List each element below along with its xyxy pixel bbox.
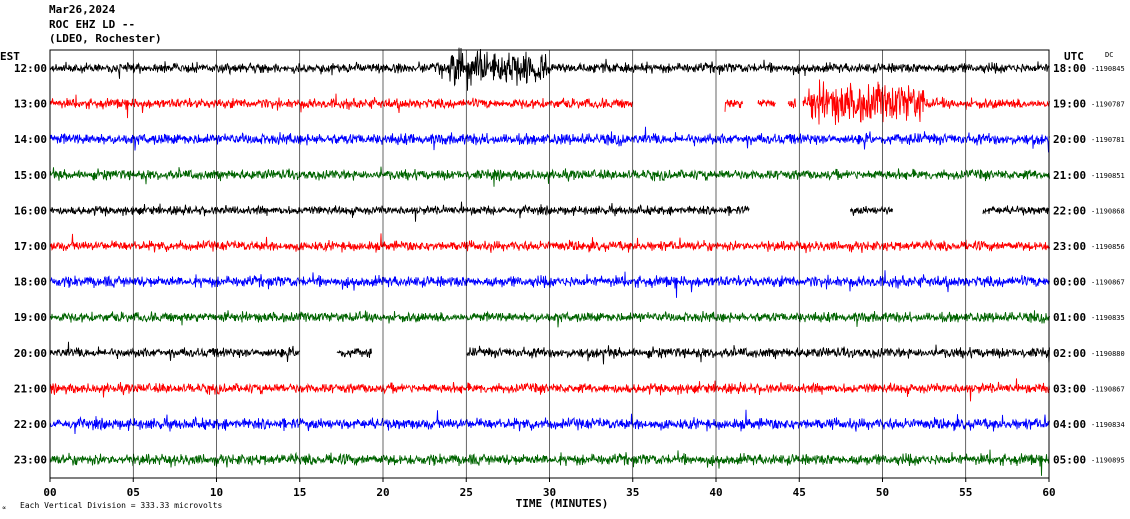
x-tick-label: 35 bbox=[626, 486, 639, 499]
est-row-label: 20:00 bbox=[14, 347, 47, 360]
est-axis-label: EST bbox=[0, 50, 20, 63]
est-row-label: 23:00 bbox=[14, 454, 47, 467]
utc-row-label: 00:00 bbox=[1053, 276, 1086, 289]
est-row-label: 13:00 bbox=[14, 98, 47, 111]
x-tick-label: 30 bbox=[543, 486, 556, 499]
est-row-label: 12:00 bbox=[14, 62, 47, 75]
x-tick-label: 45 bbox=[793, 486, 806, 499]
dc-row-value: -1190895 bbox=[1091, 457, 1125, 465]
utc-row-label: 05:00 bbox=[1053, 454, 1086, 467]
labels-layer: 00 05 10 15 20 25 30 35 40 45 50 55 60 12:00 18:00 -119… bbox=[14, 62, 1125, 499]
dc-row-value: -1190867 bbox=[1091, 279, 1125, 287]
est-row-label: 17:00 bbox=[14, 240, 47, 253]
dc-row-value: -1190835 bbox=[1091, 314, 1125, 322]
utc-row-label: 22:00 bbox=[1053, 204, 1086, 217]
x-axis-title: TIME (MINUTES) bbox=[516, 497, 609, 510]
x-tick-label: 40 bbox=[709, 486, 722, 499]
dc-row-value: -1190880 bbox=[1091, 350, 1125, 358]
scale-note: Each Vertical Division = 333.33 microvol… bbox=[20, 501, 223, 510]
utc-row-label: 03:00 bbox=[1053, 382, 1086, 395]
trace-line bbox=[49, 79, 1050, 126]
x-tick-label: 60 bbox=[1042, 486, 1055, 499]
x-tick-label: 15 bbox=[293, 486, 306, 499]
dc-row-value: -1190868 bbox=[1091, 207, 1125, 215]
dc-row-value: -1190856 bbox=[1091, 243, 1125, 251]
network-label: (LDEO, Rochester) bbox=[49, 32, 162, 45]
x-tick-label: 10 bbox=[210, 486, 223, 499]
x-tick-label: 20 bbox=[376, 486, 389, 499]
dc-row-value: -1190867 bbox=[1091, 385, 1125, 393]
est-row-label: 19:00 bbox=[14, 311, 47, 324]
est-row-label: 14:00 bbox=[14, 133, 47, 146]
utc-row-label: 01:00 bbox=[1053, 311, 1086, 324]
utc-axis-label: UTC bbox=[1064, 50, 1084, 63]
scale-glyph: ∝ bbox=[2, 504, 6, 512]
dc-row-value: -1190787 bbox=[1091, 101, 1125, 109]
utc-row-label: 18:00 bbox=[1053, 62, 1086, 75]
trace-row bbox=[49, 79, 1050, 126]
dc-row-value: -1190781 bbox=[1091, 136, 1125, 144]
utc-row-label: 04:00 bbox=[1053, 418, 1086, 431]
est-row-label: 16:00 bbox=[14, 204, 47, 217]
plot-header: Mar26,2024 ROC EHZ LD -- (LDEO, Rocheste… bbox=[49, 3, 162, 47]
utc-row-label: 02:00 bbox=[1053, 347, 1086, 360]
x-tick-label: 05 bbox=[127, 486, 140, 499]
x-tick-label: 00 bbox=[43, 486, 56, 499]
trace-line bbox=[49, 341, 1050, 365]
utc-row-label: 21:00 bbox=[1053, 169, 1086, 182]
dc-row-value: -1190834 bbox=[1091, 421, 1125, 429]
trace-row bbox=[49, 341, 1050, 365]
est-row-label: 18:00 bbox=[14, 276, 47, 289]
est-row-label: 22:00 bbox=[14, 418, 47, 431]
x-tick-label: 55 bbox=[959, 486, 972, 499]
x-tick-label: 50 bbox=[876, 486, 889, 499]
station-label: ROC EHZ LD -- bbox=[49, 17, 136, 31]
dc-row-value: -1190851 bbox=[1091, 172, 1125, 180]
grid-layer bbox=[49, 49, 1050, 482]
utc-row-label: 23:00 bbox=[1053, 240, 1086, 253]
est-row-label: 15:00 bbox=[14, 169, 47, 182]
dc-label: DC bbox=[1105, 51, 1113, 59]
dc-row-value: -1190845 bbox=[1091, 65, 1125, 73]
est-row-label: 21:00 bbox=[14, 382, 47, 395]
utc-row-label: 19:00 bbox=[1053, 98, 1086, 111]
utc-row-label: 20:00 bbox=[1053, 133, 1086, 146]
date-label: Mar26,2024 bbox=[49, 3, 116, 16]
x-tick-label: 25 bbox=[460, 486, 473, 499]
